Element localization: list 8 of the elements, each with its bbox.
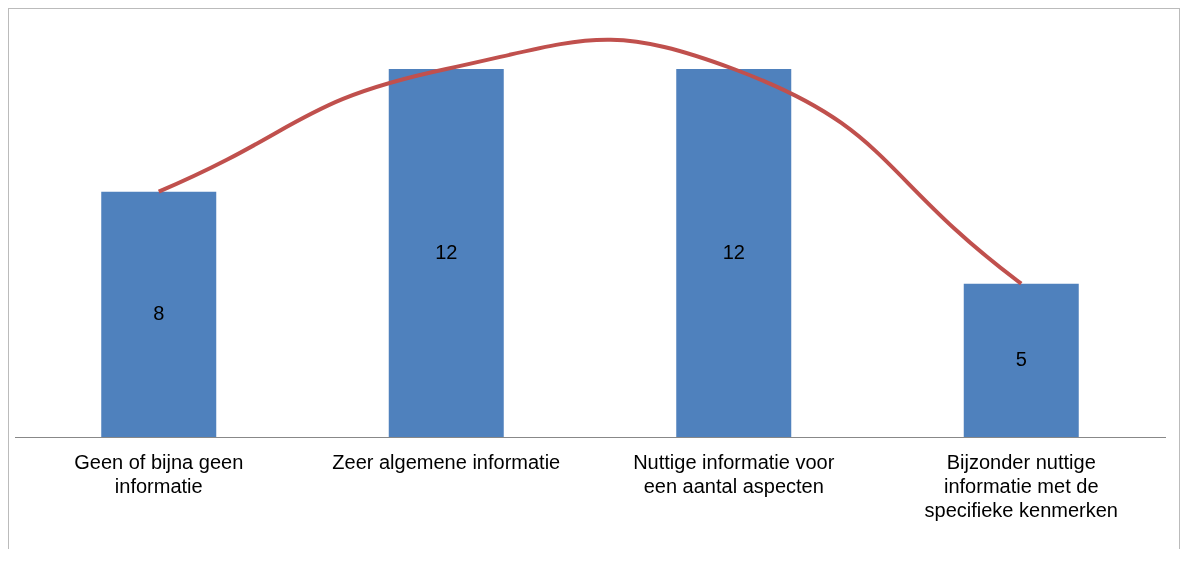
data-label: 5: [1015, 347, 1027, 370]
x-tick-label: Bijzonder nuttige informatie met de specifieke kenmerken: [924, 450, 1118, 521]
x-tick-label: Geen of bijna geen informatie: [74, 450, 244, 497]
data-label: 8: [153, 301, 165, 324]
data-label: 12: [435, 240, 458, 263]
x-tick-label: Zeer algemene informatie: [332, 450, 561, 473]
x-tick-label: Nuttige informatie voor een aantal aspecten: [633, 450, 835, 497]
data-label: 12: [722, 240, 745, 263]
